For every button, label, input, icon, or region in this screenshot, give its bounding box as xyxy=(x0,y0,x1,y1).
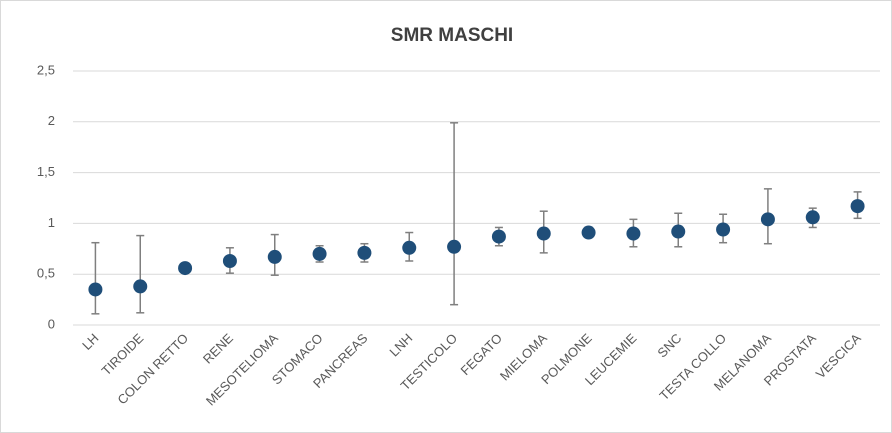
point xyxy=(88,282,103,297)
point xyxy=(357,245,372,260)
y-tick-label: 2 xyxy=(48,113,55,128)
point xyxy=(626,226,641,241)
point xyxy=(581,225,596,240)
y-tick-label: 1,5 xyxy=(37,164,55,179)
point xyxy=(671,224,686,239)
point xyxy=(178,261,193,276)
point xyxy=(312,246,327,261)
point xyxy=(850,199,865,214)
chart-title: SMR MASCHI xyxy=(391,25,513,46)
point xyxy=(805,210,820,225)
point xyxy=(267,249,282,264)
point xyxy=(133,279,148,294)
y-tick-label: 2,5 xyxy=(37,62,55,77)
y-tick-label: 0 xyxy=(48,316,55,331)
y-tick-label: 1 xyxy=(48,215,55,230)
point xyxy=(402,240,417,255)
point xyxy=(760,212,775,227)
point xyxy=(491,229,506,244)
point xyxy=(716,222,731,237)
point xyxy=(222,253,237,268)
point xyxy=(536,226,551,241)
y-tick-label: 0,5 xyxy=(37,266,55,281)
point xyxy=(447,239,462,254)
